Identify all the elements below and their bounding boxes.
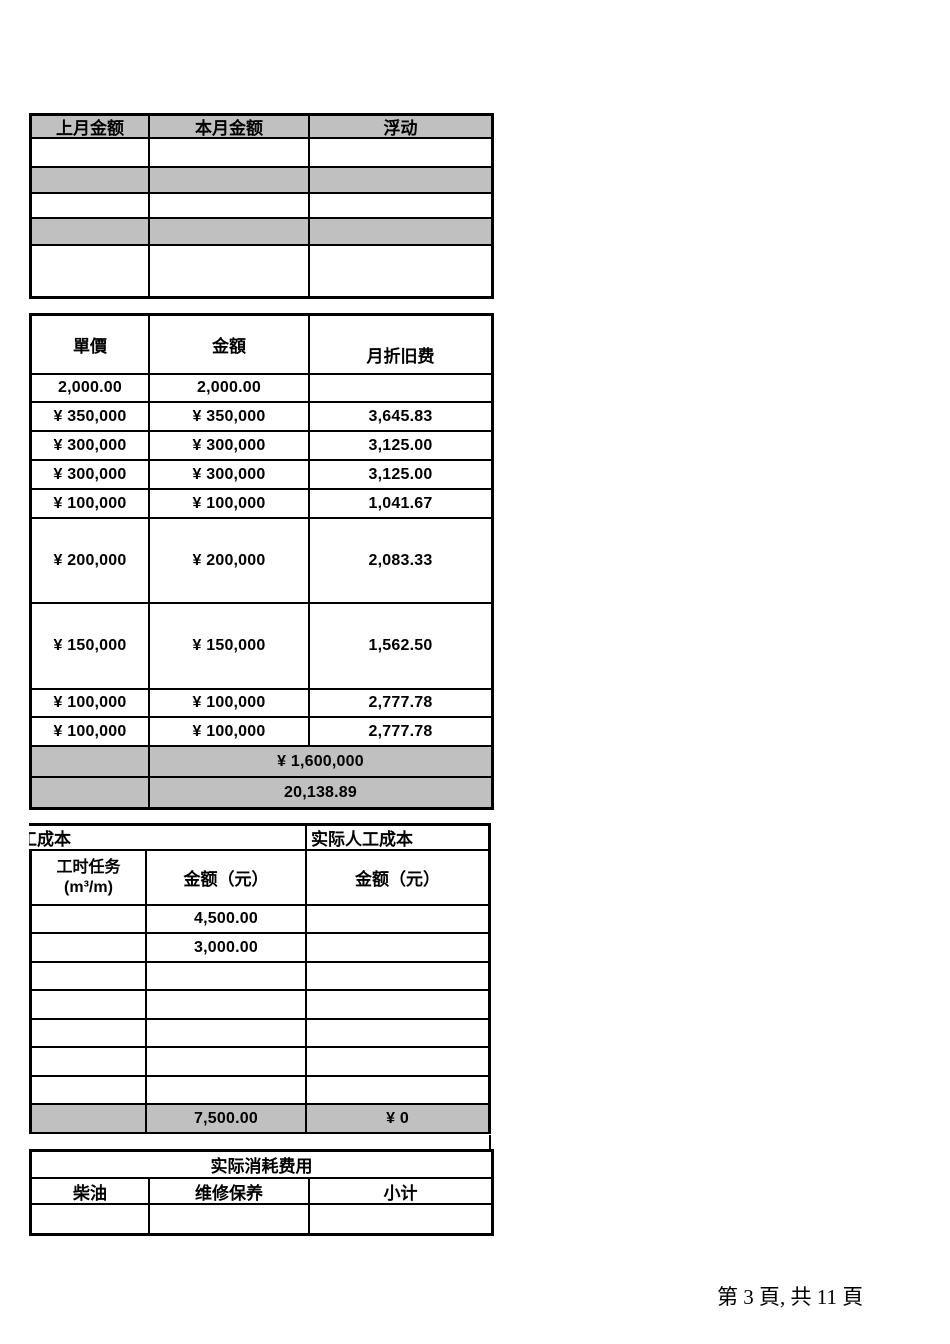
header-line-2: (m³/m) xyxy=(64,878,113,896)
table-cell: ¥ 100,000 xyxy=(150,490,310,519)
table-cell: 3,645.83 xyxy=(310,403,491,432)
table-cell xyxy=(32,194,150,219)
table-cell: 3,125.00 xyxy=(310,461,491,490)
table-cell xyxy=(150,194,310,219)
column-header-float: 浮动 xyxy=(310,116,491,139)
depreciation-table: 單價 金額 月折旧费 2,000.00 2,000.00 ¥ 350,000 ¥… xyxy=(29,313,494,810)
table-cell: 2,083.33 xyxy=(310,519,491,604)
table-cell xyxy=(307,906,488,934)
table-cell: 4,500.00 xyxy=(147,906,307,934)
table-cell: 1,041.67 xyxy=(310,490,491,519)
table-cell xyxy=(307,991,488,1020)
header-line-1: 工时任务 xyxy=(56,858,121,876)
column-header-maintenance: 维修保养 xyxy=(150,1179,310,1205)
column-header-amount-yuan: 金额（元） xyxy=(147,851,307,906)
table-cell xyxy=(310,194,491,219)
table-cell xyxy=(32,219,150,246)
table-cell xyxy=(29,1105,147,1134)
table-cell xyxy=(32,168,150,194)
table-cell: ¥ 300,000 xyxy=(150,432,310,461)
table-cell xyxy=(310,219,491,246)
table-cell xyxy=(29,1020,147,1048)
table-cell xyxy=(307,963,488,991)
table-cell xyxy=(147,1048,307,1077)
table-cell xyxy=(29,934,147,963)
table-cell xyxy=(310,375,491,403)
table-cell: 2,000.00 xyxy=(150,375,310,403)
table-cell xyxy=(307,1020,488,1048)
table-cell: ¥ 100,000 xyxy=(32,490,150,519)
table-cell: 3,000.00 xyxy=(147,934,307,963)
table-cell xyxy=(307,1077,488,1105)
section-label-actual-labor-cost: 实际人工成本 xyxy=(307,826,488,851)
column-header-work-task: 工时任务 (m³/m) xyxy=(29,851,147,906)
table-cell xyxy=(29,963,147,991)
table-cell xyxy=(147,991,307,1020)
table-cell xyxy=(147,963,307,991)
table-cell: ¥ 200,000 xyxy=(150,519,310,604)
table-cell xyxy=(32,1205,150,1233)
table-cell xyxy=(29,906,147,934)
table-gap-band xyxy=(29,1135,491,1149)
table-cell: 2,777.78 xyxy=(310,690,491,718)
table-cell: ¥ 300,000 xyxy=(32,432,150,461)
column-header-this-month: 本月金额 xyxy=(150,116,310,139)
column-header-last-month: 上月金额 xyxy=(32,116,150,139)
table-cell: ¥ 150,000 xyxy=(32,604,150,690)
section-label-planned-labor-cost: 工成本 xyxy=(29,826,307,851)
table-cell xyxy=(150,246,310,296)
labor-total-amount-cell: 7,500.00 xyxy=(147,1105,307,1134)
table-cell xyxy=(150,219,310,246)
table-cell: ¥ 200,000 xyxy=(32,519,150,604)
table-cell xyxy=(310,246,491,296)
table-cell: 1,562.50 xyxy=(310,604,491,690)
table-cell: 3,125.00 xyxy=(310,432,491,461)
page-number-footer: 第 3 頁, 共 11 頁 xyxy=(717,1285,864,1309)
table-cell xyxy=(150,168,310,194)
table-cell: 2,000.00 xyxy=(32,375,150,403)
table-cell: ¥ 100,000 xyxy=(150,690,310,718)
column-header-diesel: 柴油 xyxy=(32,1179,150,1205)
total-amount-cell: ¥ 1,600,000 xyxy=(150,747,491,778)
labor-actual-total-cell: ¥ 0 xyxy=(307,1105,488,1134)
table-cell xyxy=(32,246,150,296)
table-cell xyxy=(29,1048,147,1077)
table-cell: ¥ 100,000 xyxy=(32,718,150,747)
table-cell: ¥ 350,000 xyxy=(32,403,150,432)
table-cell xyxy=(32,139,150,168)
table-cell xyxy=(147,1020,307,1048)
consumption-table-title: 实际消耗费用 xyxy=(32,1152,491,1179)
section-label-text: 工成本 xyxy=(29,830,71,849)
labor-cost-table: 工成本 实际人工成本 工时任务 (m³/m) 金额（元） 金额（元） 4,500… xyxy=(29,823,491,1134)
table-cell xyxy=(29,1077,147,1105)
table-cell xyxy=(307,1048,488,1077)
column-header-amount-yuan: 金额（元） xyxy=(307,851,488,906)
table-cell xyxy=(310,168,491,194)
table-cell: ¥ 300,000 xyxy=(32,461,150,490)
table-cell xyxy=(310,139,491,168)
table-cell: ¥ 100,000 xyxy=(32,690,150,718)
total-depreciation-cell: 20,138.89 xyxy=(150,778,491,807)
table-cell: ¥ 350,000 xyxy=(150,403,310,432)
table-cell: ¥ 150,000 xyxy=(150,604,310,690)
consumption-table: 实际消耗费用 柴油 维修保养 小计 xyxy=(29,1149,494,1236)
monthly-compare-table: 上月金额 本月金额 浮动 xyxy=(29,113,494,299)
table-cell xyxy=(150,139,310,168)
table-cell xyxy=(150,1205,310,1233)
column-header-amount: 金額 xyxy=(150,316,310,375)
column-header-monthly-depreciation: 月折旧费 xyxy=(310,316,491,375)
table-cell xyxy=(147,1077,307,1105)
table-cell: ¥ 300,000 xyxy=(150,461,310,490)
table-cell: ¥ 100,000 xyxy=(150,718,310,747)
column-header-unit-price: 單價 xyxy=(32,316,150,375)
column-header-subtotal: 小计 xyxy=(310,1179,491,1205)
table-cell xyxy=(32,747,150,778)
table-cell xyxy=(29,991,147,1020)
table-cell xyxy=(310,1205,491,1233)
table-cell xyxy=(32,778,150,807)
table-cell xyxy=(307,934,488,963)
table-cell: 2,777.78 xyxy=(310,718,491,747)
